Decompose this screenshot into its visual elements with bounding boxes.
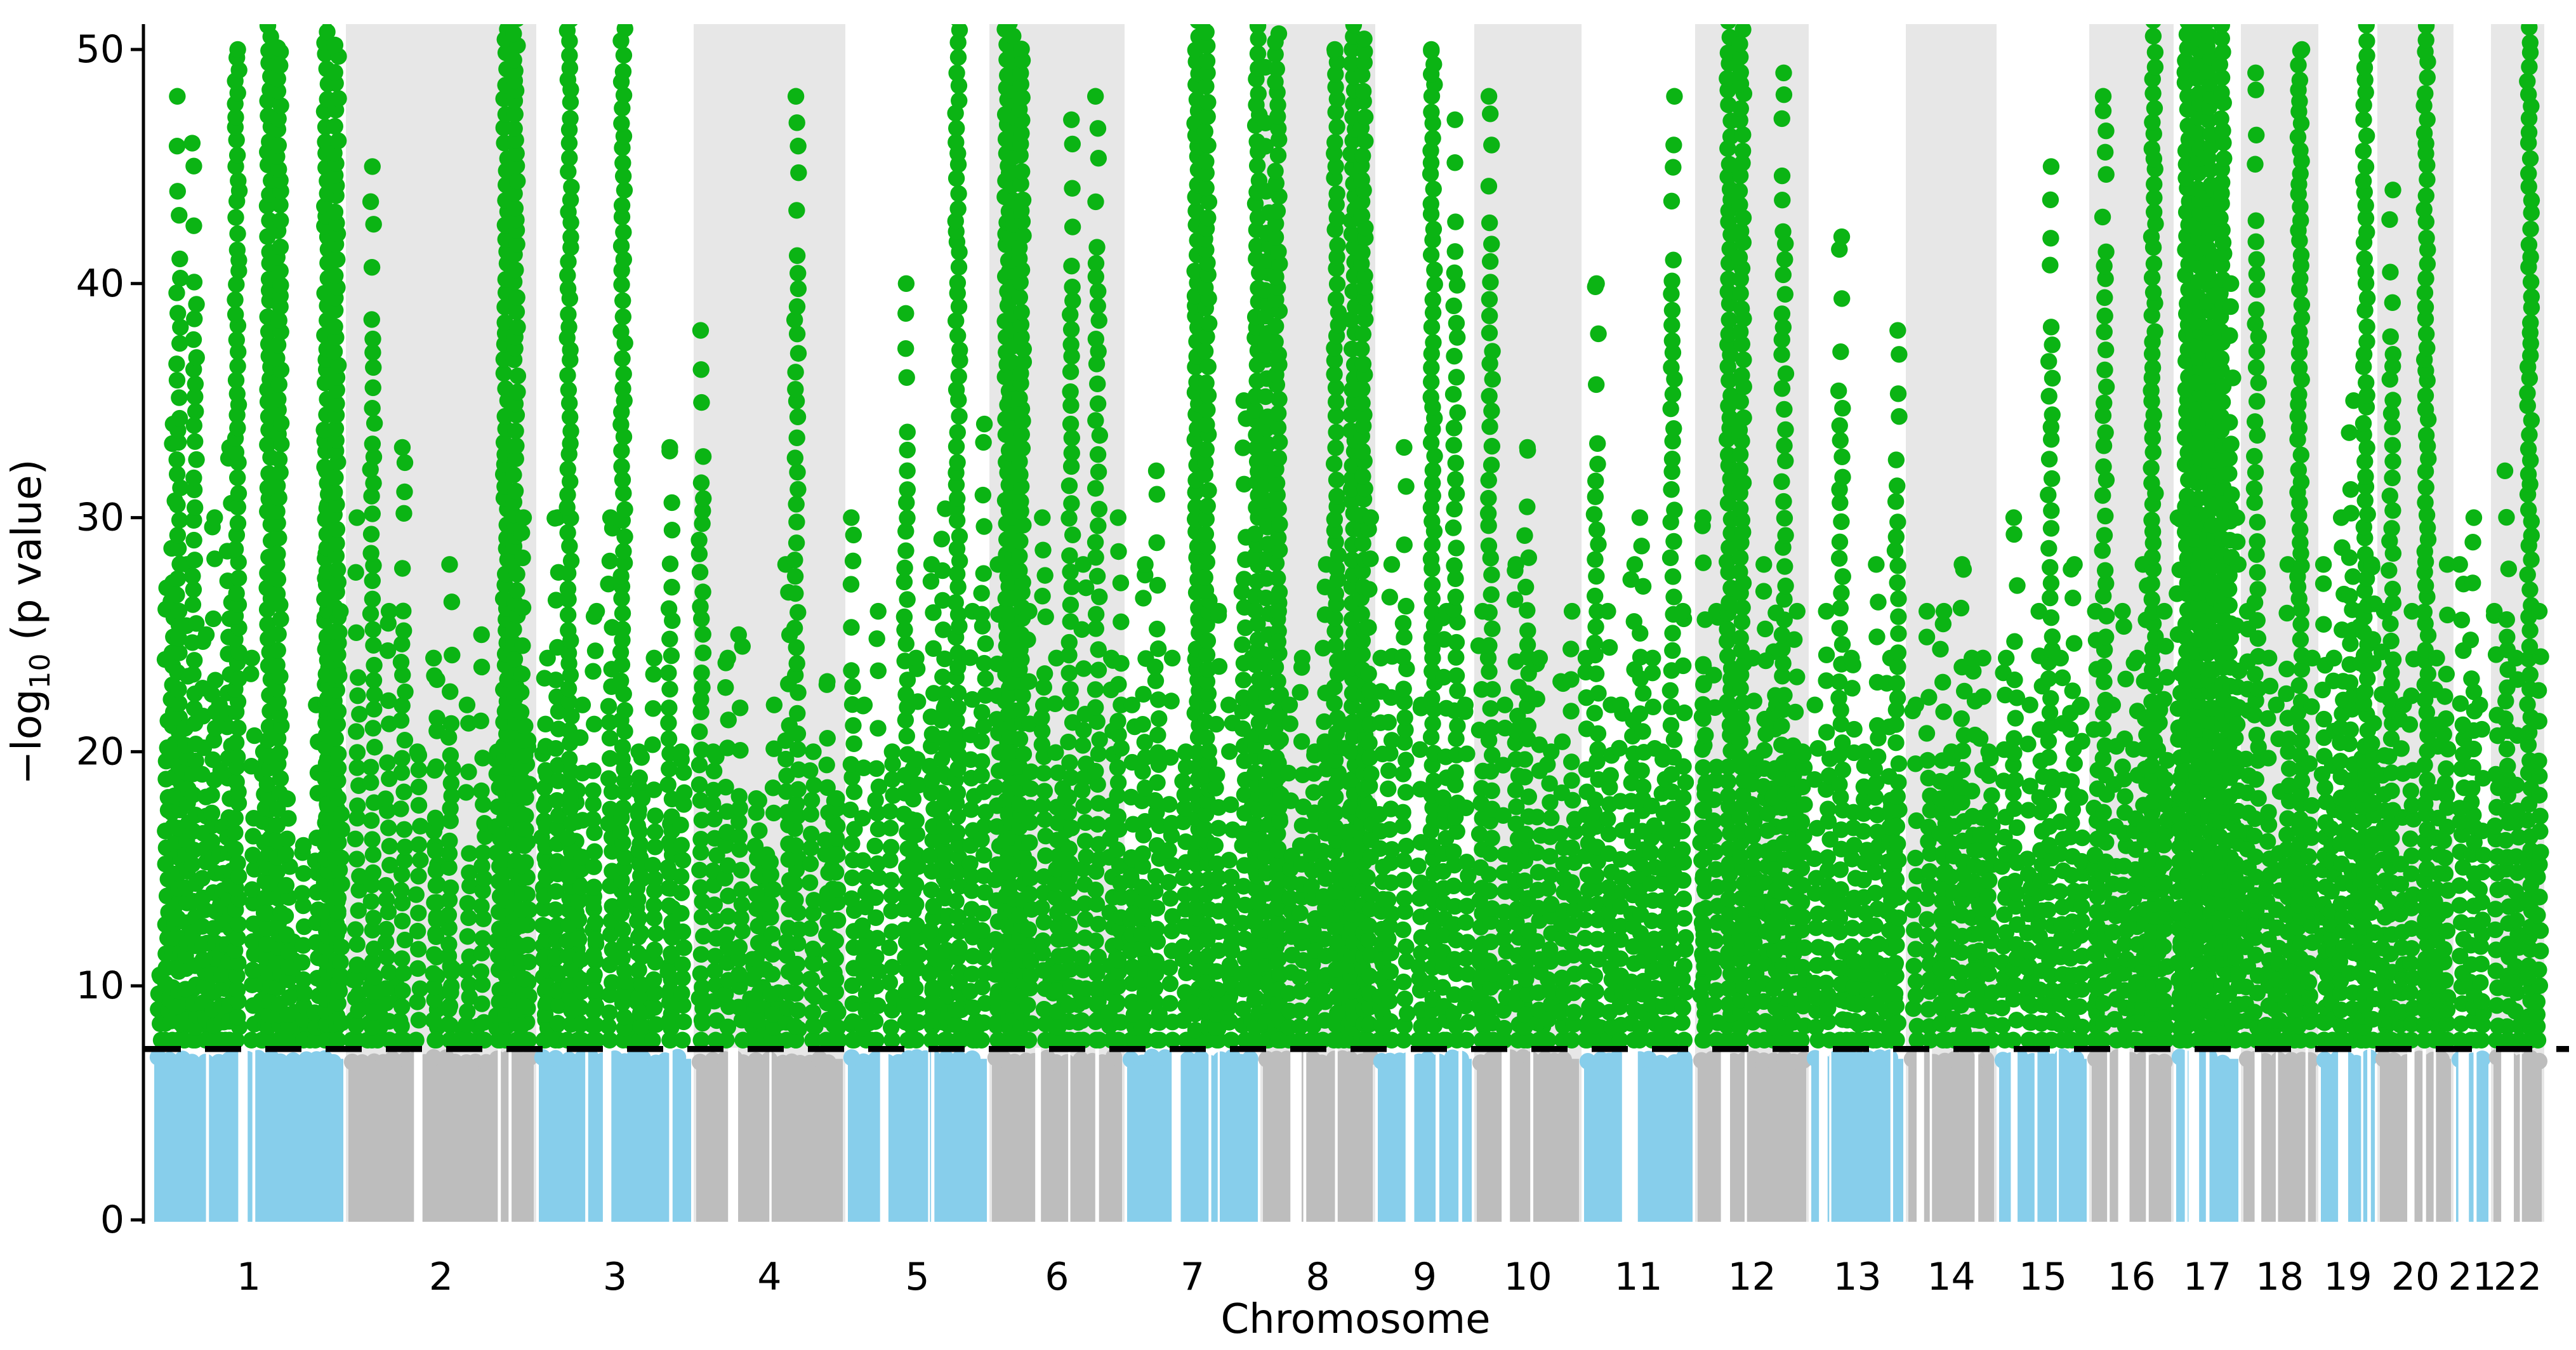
x-tick-label: 20 [2391, 1255, 2440, 1299]
x-tick-label: 22 [2493, 1255, 2542, 1299]
x-tick-label: 7 [1180, 1255, 1205, 1299]
x-tick-label: 9 [1413, 1255, 1437, 1299]
x-tick-label: 17 [2183, 1255, 2231, 1299]
x-tick-label: 2 [429, 1255, 453, 1299]
x-tick-label: 8 [1305, 1255, 1330, 1299]
y-axis: 0 10 20 30 40 50 [76, 24, 145, 1242]
x-axis-title: Chromosome [1220, 1296, 1490, 1343]
x-tick-label: 4 [757, 1255, 781, 1299]
x-tick-label: 15 [2019, 1255, 2067, 1299]
x-tick-label: 18 [2256, 1255, 2304, 1299]
y-tick-label: 40 [76, 261, 124, 306]
x-tick-label: 19 [2323, 1255, 2372, 1299]
x-tick-label: 1 [237, 1255, 261, 1299]
nonsignificant-points-layer [149, 1047, 2548, 1222]
y-tick-label: 50 [76, 27, 124, 72]
x-tick-label: 12 [1727, 1255, 1776, 1299]
y-tick-label: 30 [76, 496, 124, 540]
significant-points-layer [150, 24, 2549, 1049]
x-tick-label: 21 [2448, 1255, 2496, 1299]
x-tick-label: 6 [1045, 1255, 1069, 1299]
x-tick-label: 10 [1503, 1255, 1552, 1299]
x-tick-label: 11 [1614, 1255, 1662, 1299]
x-tick-label: 13 [1833, 1255, 1881, 1299]
y-axis-title: −log10 (p value) [4, 459, 56, 784]
y-tick-label: 10 [76, 963, 124, 1008]
y-tick-label: 20 [76, 729, 124, 774]
x-tick-label: 3 [603, 1255, 627, 1299]
y-tick-label: 0 [100, 1198, 124, 1242]
x-tick-label: 5 [905, 1255, 929, 1299]
x-tick-label: 14 [1927, 1255, 1975, 1299]
x-tick-label: 16 [2107, 1255, 2155, 1299]
